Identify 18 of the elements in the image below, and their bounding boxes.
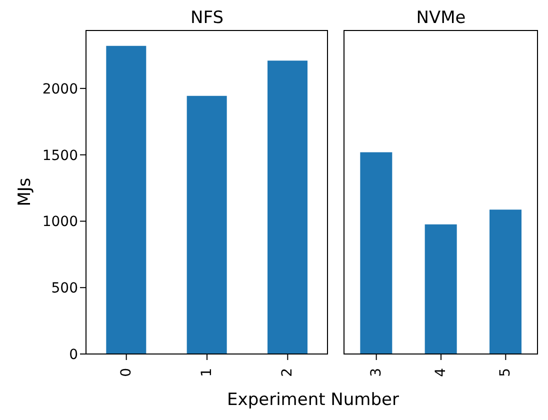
y-axis-title: MJs bbox=[15, 178, 36, 206]
x-tick-label: 1 bbox=[199, 368, 215, 377]
x-tick-label: 4 bbox=[433, 368, 449, 377]
chart-title: NVMe bbox=[415, 8, 467, 30]
x-tick-label: 3 bbox=[368, 368, 384, 377]
y-tick-label: 1500 bbox=[42, 148, 78, 164]
y-tick-label: 0 bbox=[69, 346, 78, 363]
x-axis-title: Experiment Number bbox=[226, 390, 400, 410]
bar bbox=[186, 96, 227, 354]
y-tick-label: 2000 bbox=[42, 81, 78, 98]
chart-title: NFS bbox=[190, 8, 224, 30]
bar bbox=[106, 46, 146, 354]
bar bbox=[268, 60, 308, 354]
x-tick-label: 2 bbox=[280, 368, 296, 377]
x-tick-label: 5 bbox=[498, 368, 514, 377]
y-tick-label: 1000 bbox=[42, 214, 78, 230]
x-tick-label: 0 bbox=[118, 368, 134, 377]
y-tick-label: 500 bbox=[51, 280, 78, 297]
